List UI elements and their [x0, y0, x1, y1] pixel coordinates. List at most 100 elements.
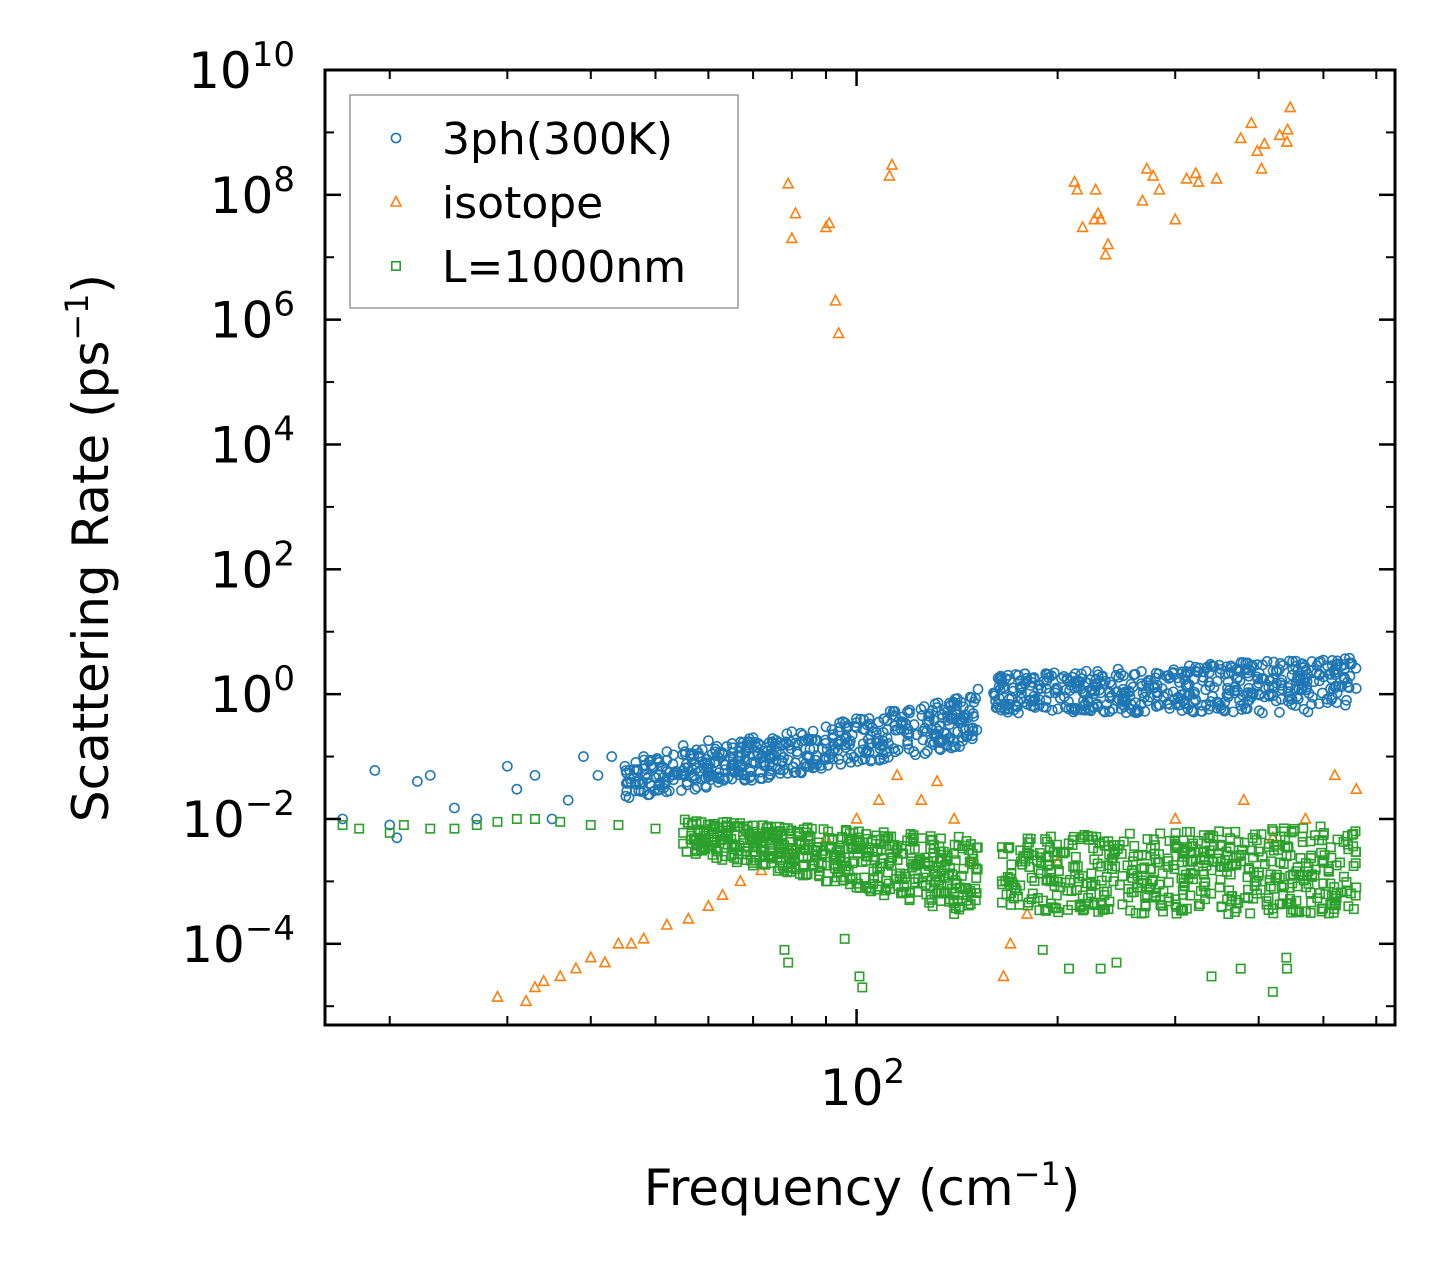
data-point: [1069, 676, 1081, 687]
data-point: [1331, 860, 1342, 871]
data-point: [1201, 661, 1213, 673]
data-point: [1188, 706, 1200, 718]
data-point: [1328, 768, 1342, 781]
data-point: [1023, 897, 1034, 908]
data-point: [845, 749, 857, 761]
data-point: [1077, 890, 1088, 901]
data-point: [872, 737, 884, 749]
data-point: [767, 733, 779, 744]
data-point: [825, 843, 836, 854]
data-point: [653, 754, 665, 766]
data-point: [1101, 699, 1113, 711]
data-point: [1291, 675, 1302, 687]
data-point: [1266, 856, 1277, 867]
data-point: [791, 746, 803, 757]
data-point: [1129, 840, 1140, 851]
data-point: [1211, 702, 1223, 714]
data-point: [1033, 865, 1044, 876]
data-point: [1002, 669, 1014, 681]
data-point: [733, 821, 744, 832]
data-point: [1070, 862, 1081, 873]
data-point: [1231, 663, 1243, 675]
data-point: [1041, 675, 1053, 686]
data-point: [1281, 898, 1292, 909]
data-point: [713, 767, 725, 779]
data-point: [492, 816, 503, 827]
data-point: [776, 848, 787, 859]
data-point: [907, 836, 918, 847]
data-point: [1281, 122, 1294, 135]
legend-label: 3ph(300K): [442, 114, 673, 165]
data-point: [851, 717, 862, 728]
plot-frame: [323, 68, 1397, 1027]
data-point: [629, 785, 641, 797]
y-tick-label: 108: [210, 160, 295, 225]
y-tick-label: 1010: [188, 35, 295, 100]
data-point: [1215, 841, 1226, 852]
data-point: [1056, 673, 1067, 684]
data-point: [1148, 834, 1159, 845]
data-point: [853, 826, 864, 837]
data-point: [965, 886, 976, 897]
data-point: [1024, 861, 1035, 872]
data-point: [726, 838, 737, 849]
data-point: [960, 724, 971, 736]
data-point: [1245, 661, 1257, 672]
data-point: [967, 730, 978, 742]
data-point: [1021, 672, 1033, 684]
data-point: [1205, 848, 1216, 859]
data-point: [1317, 654, 1329, 666]
data-point: [885, 157, 899, 170]
data-point: [1063, 703, 1075, 715]
data-point: [935, 846, 946, 857]
data-point: [1079, 829, 1090, 840]
data-point: [1193, 861, 1204, 872]
data-point: [1068, 174, 1081, 187]
data-point: [908, 830, 919, 841]
data-point: [1050, 682, 1062, 694]
data-point: [919, 748, 931, 760]
data-point: [760, 851, 771, 862]
data-point: [1243, 670, 1255, 682]
data-point: [885, 884, 896, 895]
y-tick-label: 100: [210, 659, 295, 724]
data-point: [1309, 870, 1320, 881]
data-point: [943, 697, 955, 709]
data-point: [879, 831, 890, 842]
data-point: [1014, 899, 1025, 910]
data-point: [747, 732, 759, 744]
data-point: [998, 698, 1010, 710]
data-point: [1097, 670, 1108, 682]
data-point: [839, 933, 850, 944]
data-point: [1079, 698, 1091, 710]
data-point: [789, 206, 802, 219]
data-point: [805, 831, 816, 842]
data-point: [1351, 882, 1362, 893]
data-point: [369, 765, 381, 776]
data-point: [632, 775, 644, 787]
data-point: [1303, 862, 1314, 873]
data-point: [663, 772, 675, 784]
data-point: [1046, 704, 1058, 716]
data-point: [1130, 908, 1141, 919]
data-point: [1083, 899, 1094, 910]
data-point: [771, 747, 782, 759]
data-point: [734, 874, 747, 887]
data-point: [810, 845, 821, 856]
data-point: [1183, 660, 1195, 672]
data-point: [1014, 682, 1026, 693]
data-point: [1306, 850, 1317, 861]
data-point: [1348, 861, 1359, 872]
data-point: [808, 743, 820, 755]
data-point: [1163, 877, 1174, 888]
data-point: [1101, 886, 1112, 897]
data-point: [789, 855, 800, 866]
data-point: [1283, 842, 1294, 853]
data-point: [1194, 662, 1205, 674]
data-point: [952, 895, 963, 906]
data-point: [1292, 862, 1303, 873]
data-point: [927, 704, 939, 716]
data-point: [804, 743, 816, 755]
data-point: [1297, 837, 1308, 848]
data-point: [1200, 894, 1211, 905]
